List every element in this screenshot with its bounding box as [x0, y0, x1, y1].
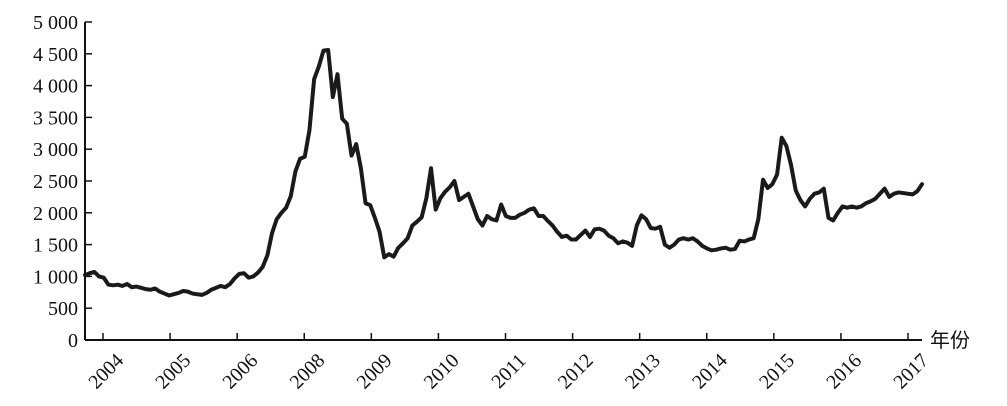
x-tick-label: 2006 — [218, 350, 262, 394]
x-tick-label: 2016 — [822, 350, 866, 394]
y-tick-label: 3 000 — [33, 139, 78, 161]
y-tick-label: 500 — [48, 298, 78, 320]
y-tick-label: 5 000 — [33, 12, 78, 34]
x-tick-label: 2014 — [688, 350, 732, 394]
y-tick-label: 2 500 — [33, 171, 78, 193]
y-tick-label: 0 — [68, 330, 78, 352]
y-tick-label: 4 000 — [33, 76, 78, 98]
x-tick-label: 2013 — [621, 350, 665, 394]
x-axis-unit-label: 年份 — [930, 328, 970, 352]
x-tick-label: 2009 — [353, 350, 397, 394]
x-tick-label: 2010 — [420, 350, 464, 394]
y-tick-label: 4 500 — [33, 44, 78, 66]
x-tick-label: 2011 — [487, 350, 530, 393]
series-layer — [83, 47, 924, 298]
x-tick-label: 2004 — [84, 350, 128, 394]
series-line — [83, 47, 924, 298]
x-axis-ticks: 2004 2005 2006 2008 2009 2010 2011 2012 2013 2014… — [84, 333, 933, 393]
y-tick-label: 1 000 — [33, 266, 78, 288]
x-tick-label: 2005 — [151, 350, 195, 394]
x-tick-label: 2017 — [889, 350, 933, 394]
x-tick-label: 2008 — [286, 350, 330, 394]
y-tick-label: 1 500 — [33, 235, 78, 257]
y-tick-label: 2 000 — [33, 203, 78, 225]
y-axis-ticks: 0 500 1 000 1 500 2 000 2 500 3 000 3 500 4 000 4… — [33, 12, 92, 352]
x-tick-label: 2012 — [554, 350, 598, 394]
x-tick-label: 2015 — [755, 350, 799, 394]
y-tick-label: 3 500 — [33, 107, 78, 129]
